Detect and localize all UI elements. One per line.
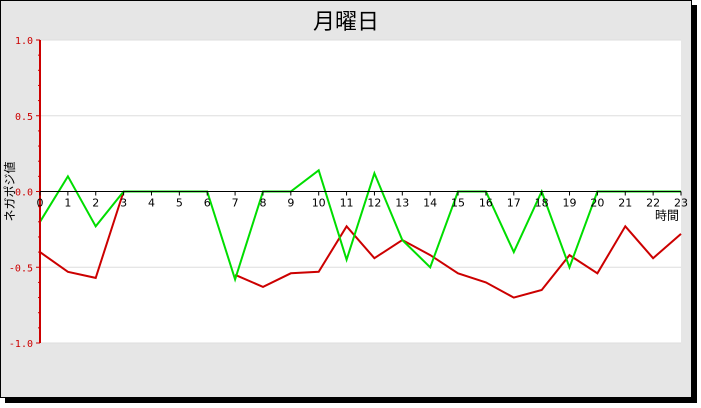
x-tick-label: 6 (204, 197, 211, 210)
x-tick-label: 22 (646, 197, 660, 210)
x-tick-label: 9 (287, 197, 294, 210)
x-tick-label: 5 (176, 197, 183, 210)
x-tick-label: 10 (312, 197, 326, 210)
x-tick-label: 0 (37, 197, 44, 210)
x-tick-label: 13 (395, 197, 409, 210)
frame-shadow-right (692, 5, 697, 403)
x-ticks: 0 1 2 3 4 5 6 7 8 9 10 11 12 13 14 15 16 17 18 19 20 21 22 23 (37, 191, 688, 210)
x-tick-label: 19 (563, 197, 577, 210)
x-tick-label: 3 (120, 197, 127, 210)
x-tick-label: 8 (259, 197, 266, 210)
x-tick-label: 18 (535, 197, 549, 210)
y-tick-label: 1.0 (15, 36, 33, 47)
y-tick-label: -1.0 (9, 339, 33, 350)
x-tick-label: 14 (423, 197, 437, 210)
x-tick-label: 21 (618, 197, 632, 210)
x-tick-label: 1 (64, 197, 71, 210)
y-ticks: 1.0 0.5 0.0 -0.5 -1.0 (9, 36, 40, 350)
x-tick-label: 7 (232, 197, 239, 210)
x-tick-label: 15 (451, 197, 465, 210)
y-tick-label: 0.5 (15, 112, 33, 123)
x-tick-label: 23 (674, 197, 688, 210)
series-line-1 (234, 224, 682, 299)
y-tick-label: 0.0 (15, 188, 33, 199)
x-tick-label: 4 (148, 197, 155, 210)
frame-shadow-bottom (5, 398, 697, 403)
y-tick-label: -0.5 (9, 263, 33, 274)
series-line-1 (39, 191, 125, 280)
y-axis-label: ネガポジ値 (2, 161, 17, 221)
chart-title: 月曜日 (312, 10, 379, 35)
x-tick-label: 20 (590, 197, 604, 210)
x-tick-label: 12 (367, 197, 381, 210)
x-axis-label: 時間 (655, 209, 679, 223)
x-tick-label: 17 (507, 197, 521, 210)
x-tick-label: 11 (340, 197, 354, 210)
x-tick-label: 16 (479, 197, 493, 210)
x-tick-label: 2 (92, 197, 99, 210)
